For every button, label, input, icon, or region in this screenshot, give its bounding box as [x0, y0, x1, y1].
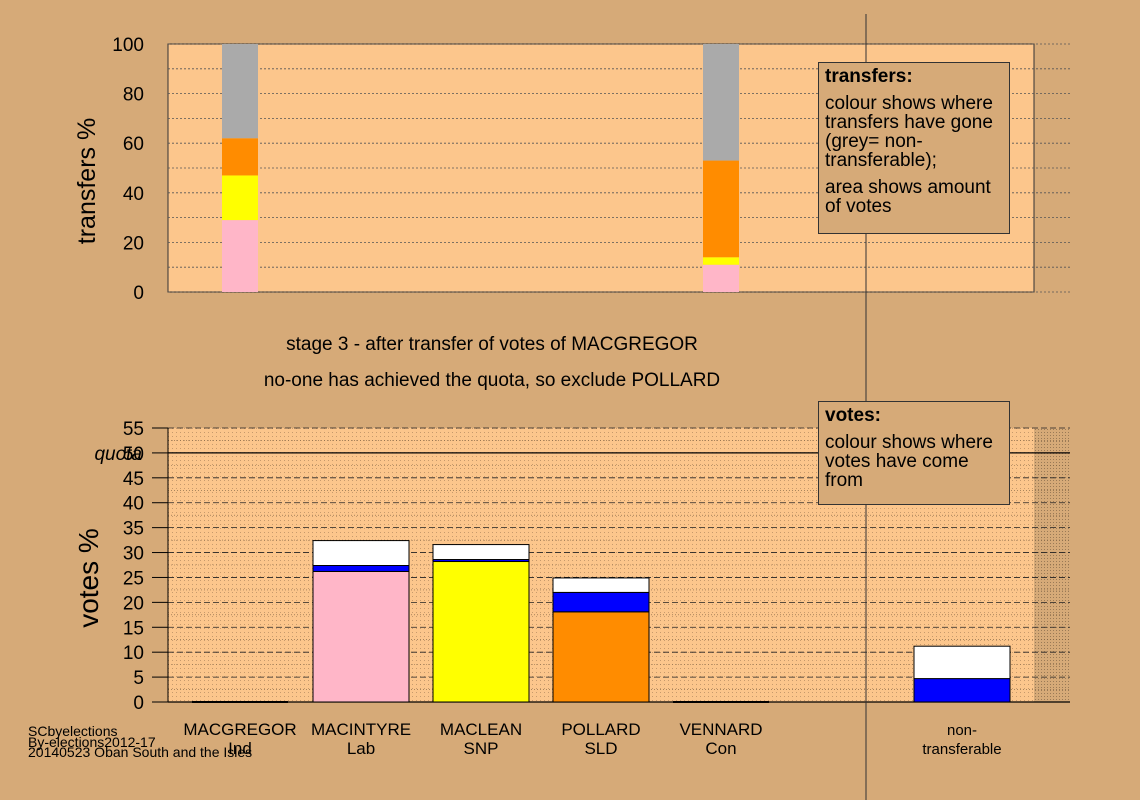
votes-y-tick-label: 35 [123, 519, 144, 540]
x-label-party: Ind [228, 739, 252, 758]
transfers-y-ticks: 0 20 40 60 80 100 [112, 35, 144, 304]
transfers-legend-text-1: colour shows where transfers have gone (… [825, 93, 993, 171]
x-label-name: non- [947, 722, 977, 739]
votes-bars [192, 540, 1011, 703]
votes-legend-title: votes: [825, 405, 881, 426]
votes-y-ticks: 0 5 10 15 20 25 30 35 40 45 50 55 quota [94, 419, 169, 714]
vote-segment-non [913, 645, 1011, 680]
transfer-segment-macgregor [222, 175, 258, 221]
x-label-name: MACINTYRE [311, 720, 411, 739]
stage-outcome: no-one has achieved the quota, so exclud… [263, 370, 721, 391]
vote-segment-macintyre [312, 540, 410, 566]
votes-y-axis-label: votes % [73, 528, 104, 628]
votes-y-tick-label: 0 [133, 693, 144, 714]
votes-y-tick-label: 10 [123, 643, 144, 664]
transfer-segment-pollard [703, 257, 739, 265]
transfers-legend-title: transfers: [825, 66, 913, 87]
votes-y-tick-label: 25 [123, 568, 144, 589]
x-label-name: MACLEAN [440, 720, 522, 739]
transfer-segment-pollard [703, 44, 739, 161]
credit-line-2: By-elections2012-17 [28, 734, 156, 750]
x-label-name: POLLARD [561, 720, 640, 739]
transfer-segment-pollard [703, 264, 739, 292]
transfer-segment-macgregor [222, 44, 258, 139]
transfers-bars [222, 44, 739, 292]
credit-line-1: SCbyelections [28, 723, 118, 739]
x-label-party: Con [705, 739, 736, 758]
transfers-y-tick-label: 20 [123, 233, 144, 254]
transfers-y-tick-label: 60 [123, 134, 144, 155]
vote-segment-pollard [552, 577, 650, 593]
votes-legend: votes: colour shows where votes have com… [818, 401, 1010, 505]
votes-y-tick-label: 30 [123, 544, 144, 565]
x-label-party: transferable [922, 741, 1001, 758]
votes-right-shade [1034, 428, 1070, 702]
transfer-segment-macgregor [222, 138, 258, 176]
transfers-legend-text-2: area shows amount of votes [825, 177, 991, 217]
votes-legend-text: colour shows where votes have come from [825, 432, 993, 491]
quota-label: quota [94, 444, 142, 465]
stage-description: stage 3 - after transfer of votes of MAC… [286, 334, 698, 355]
credit-line-3: 20140523 Oban South and the Isles [28, 744, 253, 760]
vote-segment-macintyre [312, 570, 410, 703]
vote-segment-macintyre [312, 564, 410, 572]
transfer-segment-macgregor [222, 220, 258, 292]
x-label-party: SLD [584, 739, 617, 758]
vote-segment-pollard [552, 591, 650, 613]
votes-y-tick-label: 5 [133, 668, 144, 689]
transfers-y-tick-label: 100 [112, 35, 144, 56]
transfers-y-tick-label: 0 [133, 283, 144, 304]
x-label-name: MACGREGOR [183, 720, 296, 739]
vote-segment-maclean [432, 561, 530, 703]
vote-segment-maclean [432, 544, 530, 561]
x-label-party: Lab [347, 739, 375, 758]
transfers-legend: transfers: colour shows where transfers … [818, 62, 1010, 234]
transfers-y-axis-label: transfers % [73, 118, 101, 244]
votes-y-tick-label: 40 [123, 494, 144, 515]
votes-y-tick-label: 50 [123, 444, 144, 465]
x-label-name: VENNARD [679, 720, 762, 739]
votes-y-tick-label: 20 [123, 593, 144, 614]
vote-segment-pollard [552, 611, 650, 703]
vote-segment-non [913, 678, 1011, 703]
transfers-y-tick-label: 40 [123, 184, 144, 205]
transfers-y-tick-label: 80 [123, 85, 144, 106]
x-label-party: SNP [464, 739, 499, 758]
votes-y-tick-label: 55 [123, 419, 144, 440]
votes-y-tick-label: 15 [123, 618, 144, 639]
votes-y-tick-label: 45 [123, 469, 144, 490]
transfer-segment-pollard [703, 160, 739, 258]
